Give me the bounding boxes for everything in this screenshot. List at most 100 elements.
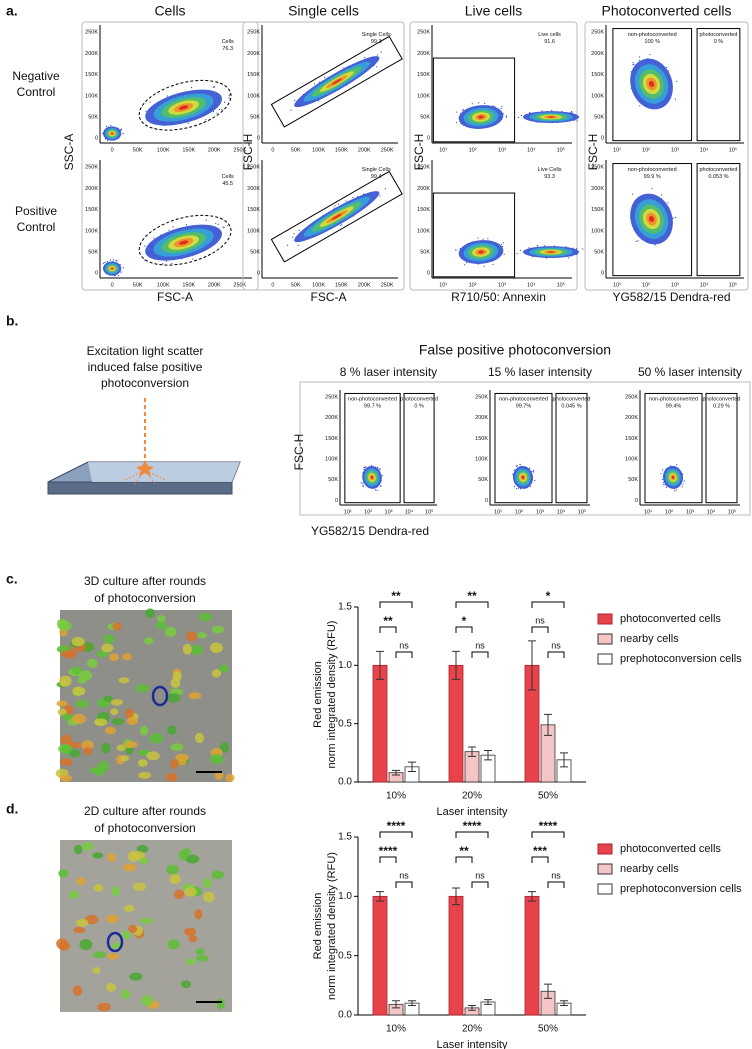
cell — [165, 772, 178, 782]
event-dot — [104, 261, 106, 264]
event-dot — [638, 59, 640, 61]
flow-x-tick-label: 200K — [208, 282, 221, 288]
bar — [372, 664, 388, 783]
gate-value: 99.7 % — [364, 404, 381, 410]
gate-name: photoconverted — [703, 397, 741, 403]
event-dot — [166, 95, 168, 97]
flow-x-tick-label: 10² — [515, 509, 523, 515]
density-cloud — [102, 259, 125, 277]
event-dot — [144, 259, 146, 261]
error-bar — [528, 891, 536, 902]
gate-value: 0.053 % — [708, 174, 728, 180]
flow-x-tick-label: 10³ — [686, 509, 694, 515]
cell — [73, 844, 83, 855]
cell — [190, 644, 203, 656]
cell — [216, 998, 225, 1010]
cell — [172, 671, 182, 682]
flow-y-tick-label: 50K — [478, 477, 488, 483]
gate-value: 45.5 — [222, 181, 233, 187]
event-dot — [492, 263, 494, 266]
y-axis-label: Red emission — [312, 661, 324, 728]
cell — [211, 870, 225, 880]
flow-x-tick-label: 10² — [665, 509, 673, 515]
flow-y-tick-label: 150K — [247, 207, 260, 213]
cell — [136, 844, 149, 854]
flow-x-tick-label: 10² — [364, 509, 372, 515]
event-dot — [364, 56, 366, 59]
gate — [705, 392, 738, 504]
cell — [124, 741, 138, 749]
gate-name: non-photoconverted — [348, 397, 397, 403]
flow-y-tick-label: 200K — [85, 51, 98, 57]
flow-x-tick-label: 250K — [233, 147, 246, 153]
cell — [72, 686, 86, 696]
gate-value: 76.3 — [222, 46, 233, 52]
event-dot — [102, 132, 104, 134]
cell — [73, 926, 86, 934]
y-axis-label: SSC-A — [62, 134, 76, 171]
flow-x-tick-label: 0 — [271, 147, 274, 153]
gate-value: 99.9 % — [644, 174, 661, 180]
panel-label: d. — [6, 801, 18, 817]
error-bar — [468, 746, 476, 757]
event-dot — [294, 99, 296, 102]
significance-bracket — [531, 626, 549, 633]
cell — [111, 718, 125, 726]
panel-label: a. — [6, 3, 18, 19]
density-level — [671, 476, 675, 479]
bar — [372, 895, 388, 1016]
cell — [194, 909, 203, 920]
cell — [71, 636, 85, 647]
bar — [448, 895, 464, 1016]
row-label: Control — [17, 220, 56, 234]
cell — [185, 854, 200, 864]
event-dot — [462, 109, 464, 112]
event-dot — [531, 470, 533, 473]
flow-x-tick-label: 50K — [133, 282, 143, 288]
caption: Excitation light scatter — [87, 344, 204, 358]
cell — [123, 905, 135, 912]
y-tick-label: 0.5 — [338, 950, 352, 961]
event-dot — [477, 237, 479, 239]
gate-value: 99.4 — [371, 174, 382, 180]
density-level — [331, 78, 342, 85]
cell — [167, 725, 177, 735]
cell — [219, 742, 230, 753]
flow-x-tick-label: 10³ — [498, 147, 506, 153]
cell — [75, 918, 89, 927]
caption: photoconversion — [101, 376, 189, 390]
event-dot — [455, 249, 457, 251]
flow-x-tick-label: 100K — [157, 282, 170, 288]
x-tick-label: 50% — [538, 791, 558, 802]
density-cloud — [629, 187, 677, 246]
event-dot — [661, 469, 664, 471]
flow-y-tick-label: 50K — [420, 249, 430, 255]
significance-bracket — [395, 881, 413, 888]
flow-y-tick-label: 100K — [591, 93, 604, 99]
y-tick-label: 0.0 — [338, 1010, 352, 1021]
event-dot — [224, 101, 226, 103]
x-axis-label: R710/50: Annexin — [451, 290, 546, 304]
flow-y-tick-label: 150K — [85, 207, 98, 213]
legend-swatch — [597, 633, 613, 645]
cell — [135, 683, 150, 693]
flow-x-tick-label: 10¹ — [494, 509, 502, 515]
density-level — [648, 215, 655, 223]
cell — [127, 851, 140, 862]
flow-y-tick-label: 250K — [591, 30, 604, 36]
event-dot — [290, 109, 292, 111]
cell — [155, 621, 168, 630]
cell — [89, 767, 103, 774]
flow-y-tick-label: 50K — [594, 114, 604, 120]
event-dot — [536, 245, 538, 247]
gate-name: non-photoconverted — [628, 167, 677, 173]
flow-y-tick-label: 0 — [335, 498, 338, 504]
flow-y-tick-label: 250K — [85, 30, 98, 36]
significance-label: **** — [379, 844, 398, 858]
event-dot — [660, 472, 662, 475]
gate-value: 0.045 % — [561, 404, 581, 410]
cell — [106, 953, 120, 960]
significance-label: * — [546, 589, 551, 603]
caption: induced false positive — [88, 360, 203, 374]
flow-y-tick-label: 150K — [591, 72, 604, 78]
